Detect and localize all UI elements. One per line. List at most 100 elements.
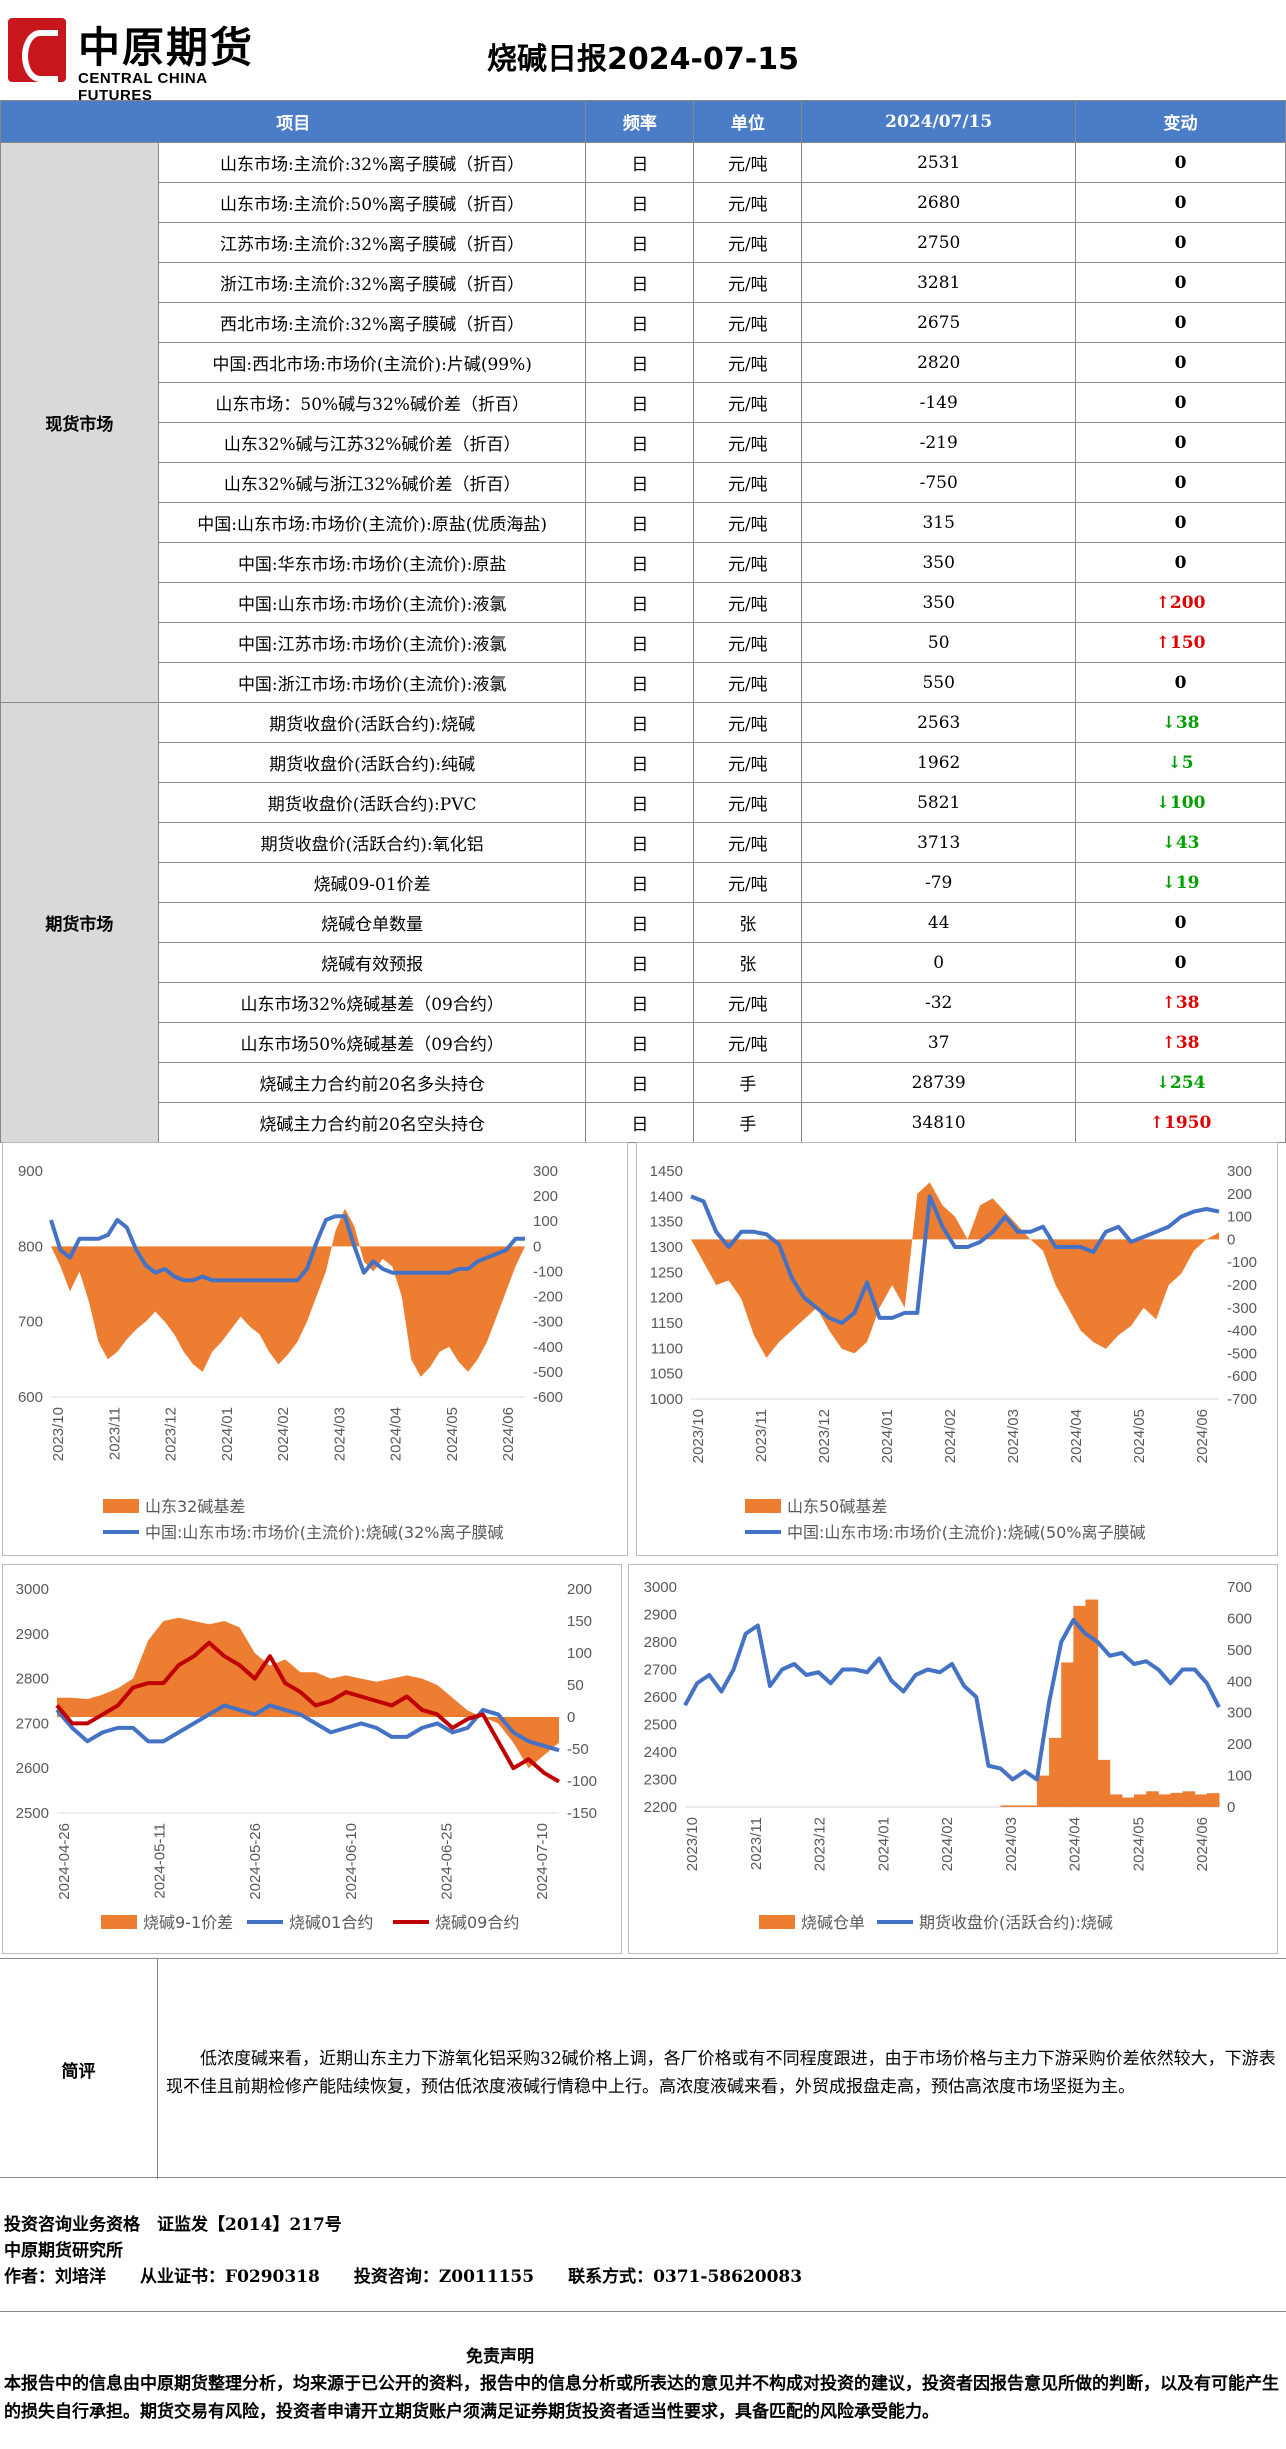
logo-cn-text: 中原期货	[78, 23, 255, 72]
price-line	[690, 1194, 1220, 1325]
chart-svg: 3000 2900 2800 2700 2600 2500 200 150 100 50 0 -50 -…	[16, 1581, 597, 1932]
contract-09-line	[55, 1640, 561, 1784]
legend-swatch	[101, 1915, 137, 1929]
item-cell: 江苏市场:主流价:32%离子膜碱（折百）	[157, 222, 587, 263]
freq-cell: 日	[585, 502, 695, 543]
left-axis-tick: 3000	[644, 1579, 677, 1596]
value-cell: -79	[801, 862, 1077, 903]
unit-cell: 元/吨	[693, 142, 803, 183]
value-cell: 315	[801, 502, 1077, 543]
right-axis-tick: 50	[567, 1677, 584, 1694]
x-axis-tick: 2023/10	[50, 1407, 67, 1461]
data-table: 项目 频率 单位 2024/07/15 变动 现货市场 山东市场:主流价:32%离…	[0, 100, 1286, 1143]
change-cell: 0	[1075, 542, 1286, 583]
comment-text: 低浓度碱来看，近期山东主力下游氧化铝采购32碱价格上调，各厂价格或有不同程度跟进…	[166, 2049, 1276, 2097]
x-axis-tick: 2024/04	[388, 1407, 405, 1461]
table-row: 烧碱主力合约前20名多头持仓日手 28739 ↓254	[1, 1062, 1286, 1103]
left-axis-tick: 1000	[650, 1391, 683, 1408]
table-row: 浙江市场:主流价:32%离子膜碱（折百）日元/吨 3281 0	[1, 262, 1286, 303]
left-axis-tick: 2300	[644, 1772, 677, 1789]
value-cell: 3713	[801, 822, 1077, 863]
unit-cell: 元/吨	[693, 502, 803, 543]
basis-area	[51, 1208, 525, 1377]
item-cell: 烧碱主力合约前20名空头持仓	[157, 1102, 587, 1143]
left-axis-tick: 2400	[644, 1744, 677, 1761]
change-cell: ↓43	[1075, 822, 1286, 863]
receipt-bar	[1158, 1794, 1171, 1807]
right-axis-tick: 400	[1227, 1673, 1252, 1690]
chart-sd32-basis: 900 800 700 600 300 200 100 0 -100 -200 -300 -400 -5…	[2, 1142, 628, 1556]
freq-cell: 日	[585, 902, 695, 943]
table-row: 江苏市场:主流价:32%离子膜碱（折百）日元/吨 2750 0	[1, 222, 1286, 263]
legend-label: 烧碱9-1价差	[143, 1913, 233, 1932]
change-cell: 0	[1075, 342, 1286, 383]
unit-cell: 元/吨	[693, 342, 803, 383]
unit-cell: 元/吨	[693, 822, 803, 863]
change-cell: ↓254	[1075, 1062, 1286, 1103]
author-line: 作者：刘培洋 从业证书：F0290318 投资咨询：Z0011155 联系方式：…	[4, 2267, 803, 2287]
value-cell: -32	[801, 982, 1077, 1023]
value-cell: -750	[801, 462, 1077, 503]
change-cell: 0	[1075, 422, 1286, 463]
right-axis-tick: 100	[1227, 1209, 1252, 1226]
table-row: 烧碱09-01价差日元/吨 -79 ↓19	[1, 862, 1286, 903]
freq-cell: 日	[585, 942, 695, 983]
value-cell: -219	[801, 422, 1077, 463]
table-row: 山东市场：50%碱与32%碱价差（折百）日元/吨 -149 0	[1, 382, 1286, 423]
item-cell: 山东市场:主流价:50%离子膜碱（折百）	[157, 182, 587, 223]
right-axis-tick: -600	[533, 1389, 563, 1406]
charts-area: 900 800 700 600 300 200 100 0 -100 -200 -300 -400 -5…	[0, 1142, 1286, 1956]
freq-cell: 日	[585, 262, 695, 303]
left-axis-tick: 1250	[650, 1264, 683, 1281]
table-row: 中国:江苏市场:市场价(主流价):液氯日元/吨 50 ↑150	[1, 622, 1286, 663]
x-axis-tick: 2024/06	[500, 1407, 517, 1461]
x-axis-tick: 2024/03	[331, 1407, 348, 1461]
x-axis-tick: 2024/03	[1005, 1409, 1022, 1463]
item-cell: 山东32%碱与江苏32%碱价差（折百）	[157, 422, 587, 463]
table-row: 期货收盘价(活跃合约):纯碱日元/吨 1962 ↓5	[1, 742, 1286, 783]
x-axis-tick: 2023/10	[690, 1409, 707, 1463]
right-axis-tick: 100	[567, 1645, 592, 1662]
right-axis-tick: -100	[567, 1773, 597, 1790]
chart-sd50-basis: 1450 1400 1350 1300 1250 1200 1150 1100 1050 1000…	[636, 1142, 1278, 1556]
logo-en-text: CENTRAL CHINA FUTURES	[78, 70, 207, 104]
x-axis-tick: 2024-06-10	[343, 1823, 360, 1900]
x-axis-tick: 2024/03	[1003, 1817, 1020, 1871]
table-row: 中国:山东市场:市场价(主流价):原盐(优质海盐) 日元/吨 315 0	[1, 502, 1286, 543]
right-axis-tick: -200	[1227, 1277, 1257, 1294]
header-unit: 单位	[693, 100, 803, 143]
table-row: 中国:华东市场:市场价(主流价):原盐日元/吨 350 0	[1, 542, 1286, 583]
change-cell: ↑150	[1075, 622, 1286, 663]
legend-label: 烧碱09合约	[435, 1913, 519, 1932]
change-cell: ↓5	[1075, 742, 1286, 783]
left-axis-tick: 2200	[644, 1799, 677, 1816]
receipt-bar	[1182, 1791, 1196, 1807]
table-row: 烧碱仓单数量日张 44 0	[1, 902, 1286, 943]
item-cell: 期货收盘价(活跃合约):氧化铝	[157, 822, 587, 863]
receipt-bar	[1012, 1805, 1026, 1807]
left-axis-tick: 1100	[651, 1340, 683, 1357]
x-axis-tick: 2024/02	[942, 1409, 959, 1463]
unit-cell: 元/吨	[693, 582, 803, 623]
right-axis-tick: -500	[533, 1364, 563, 1381]
report-header: 中原期货 CENTRAL CHINA FUTURES 烧碱日报2024-07-1…	[0, 0, 1286, 104]
left-axis-tick: 1200	[650, 1290, 683, 1307]
table-row: 烧碱主力合约前20名空头持仓日手 34810 ↑1950	[1, 1102, 1286, 1143]
item-cell: 中国:华东市场:市场价(主流价):原盐	[157, 542, 587, 583]
left-axis-tick: 2800	[644, 1634, 677, 1651]
freq-cell: 日	[585, 382, 695, 423]
right-axis-tick: 100	[533, 1213, 558, 1230]
disclaimer-section: 免责声明 本报告中的信息由中原期货整理分析，均来源于已公开的资料，报告中的信息分…	[0, 2314, 1286, 2449]
change-cell: ↑1950	[1075, 1102, 1286, 1143]
change-cell: 0	[1075, 502, 1286, 543]
right-axis-tick: -400	[1227, 1323, 1257, 1340]
value-cell: 2820	[801, 342, 1077, 383]
item-cell: 烧碱仓单数量	[157, 902, 587, 943]
freq-cell: 日	[585, 142, 695, 183]
freq-cell: 日	[585, 1062, 695, 1103]
right-axis-tick: 200	[1227, 1186, 1252, 1203]
receipt-bar	[1036, 1775, 1050, 1807]
right-axis-tick: 200	[567, 1581, 592, 1598]
value-cell: 50	[801, 622, 1077, 663]
receipt-bar	[1024, 1805, 1038, 1807]
